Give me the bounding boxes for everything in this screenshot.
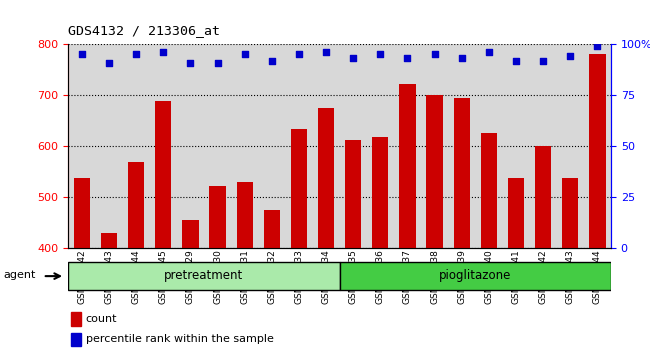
Point xyxy=(213,60,223,65)
Text: percentile rank within the sample: percentile rank within the sample xyxy=(86,335,274,344)
Point xyxy=(104,60,114,65)
Point xyxy=(538,58,549,63)
Bar xyxy=(590,55,606,354)
Text: pretreatment: pretreatment xyxy=(164,269,244,282)
Bar xyxy=(318,108,334,354)
Bar xyxy=(291,129,307,354)
Point xyxy=(131,52,141,57)
Bar xyxy=(454,98,470,354)
Bar xyxy=(339,262,611,290)
Bar xyxy=(182,220,198,354)
Point xyxy=(565,53,575,59)
Bar xyxy=(562,178,578,354)
Bar xyxy=(372,137,389,354)
Point xyxy=(456,56,467,61)
Point xyxy=(239,52,250,57)
Bar xyxy=(535,146,551,354)
Point xyxy=(158,50,168,55)
Bar xyxy=(71,333,81,346)
Text: pioglitazone: pioglitazone xyxy=(439,269,512,282)
Bar xyxy=(399,84,415,354)
Point xyxy=(321,50,332,55)
Point xyxy=(592,44,603,49)
Bar xyxy=(481,133,497,354)
Bar xyxy=(264,210,280,354)
Bar xyxy=(345,140,361,354)
Bar xyxy=(68,262,339,290)
Text: count: count xyxy=(86,314,117,324)
Point xyxy=(430,52,440,57)
Text: GDS4132 / 213306_at: GDS4132 / 213306_at xyxy=(68,24,220,37)
Point xyxy=(511,58,521,63)
Point xyxy=(375,52,385,57)
Bar xyxy=(128,162,144,354)
Point xyxy=(77,52,87,57)
Bar xyxy=(508,178,524,354)
Point xyxy=(484,50,494,55)
Bar xyxy=(209,186,226,354)
Point xyxy=(402,56,413,61)
Point xyxy=(266,58,277,63)
Bar xyxy=(155,101,172,354)
Bar xyxy=(71,312,81,326)
Point xyxy=(294,52,304,57)
Bar xyxy=(237,182,253,354)
Bar xyxy=(426,95,443,354)
Point xyxy=(185,60,196,65)
Bar xyxy=(101,233,117,354)
Text: agent: agent xyxy=(3,270,36,280)
Bar xyxy=(73,178,90,354)
Point xyxy=(348,56,358,61)
